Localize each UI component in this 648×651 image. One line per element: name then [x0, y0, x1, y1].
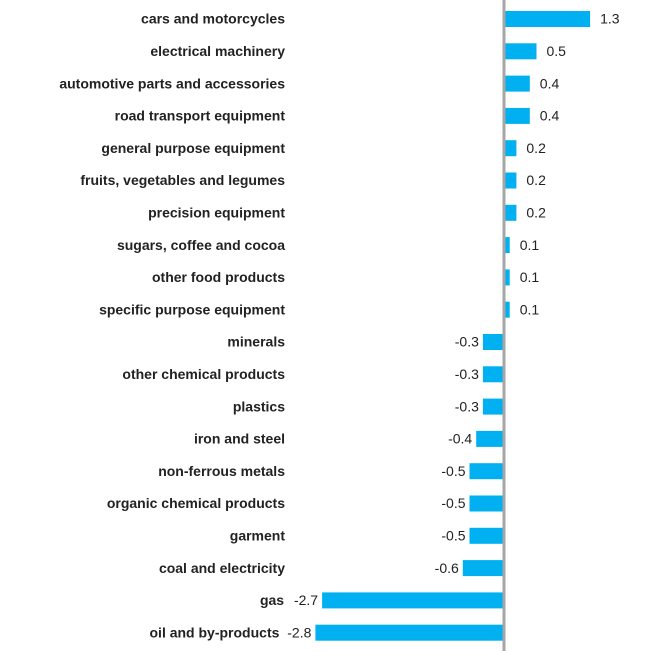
category-label: automotive parts and accessories: [59, 75, 285, 91]
value-label: -2.7: [294, 592, 318, 608]
bar: [469, 527, 503, 544]
value-label: 1.3: [600, 11, 620, 27]
category-label: general purpose equipment: [101, 140, 285, 156]
value-label: 0.1: [520, 237, 540, 253]
bar: [482, 334, 503, 350]
bar: [503, 75, 530, 92]
value-label: -0.4: [448, 431, 472, 447]
value-label: 0.4: [540, 108, 560, 124]
category-label: minerals: [227, 334, 285, 350]
value-label: 0.2: [526, 140, 546, 156]
bar: [322, 592, 503, 609]
category-label: iron and steel: [194, 431, 285, 447]
category-label: coal and electricity: [159, 560, 285, 576]
value-label: 0.2: [526, 205, 546, 221]
category-label: fruits, vegetables and legumes: [80, 172, 285, 188]
value-label: -0.5: [441, 463, 465, 479]
category-label: organic chemical products: [107, 495, 285, 511]
bar: [503, 107, 530, 124]
category-label: electrical machinery: [150, 43, 285, 59]
category-label: cars and motorcycles: [141, 11, 285, 27]
value-label: -0.5: [441, 528, 465, 544]
value-label: -0.3: [455, 398, 479, 414]
category-label: precision equipment: [148, 205, 285, 221]
bar: [503, 237, 510, 254]
category-label: specific purpose equipment: [99, 301, 285, 317]
category-label: other chemical products: [122, 366, 285, 382]
bar: [503, 172, 517, 189]
value-label: -0.3: [455, 334, 479, 350]
bar: [503, 204, 517, 221]
bar: [503, 301, 510, 318]
bar: [503, 11, 591, 27]
value-label: 0.1: [520, 301, 540, 317]
category-label: garment: [230, 528, 286, 544]
bar: [469, 463, 503, 480]
value-label: -0.5: [441, 495, 465, 511]
value-label: 0.1: [520, 269, 540, 285]
category-label: gas: [260, 592, 284, 608]
category-label: sugars, coffee and cocoa: [117, 237, 285, 253]
category-label: plastics: [233, 398, 285, 414]
category-label: non-ferrous metals: [158, 463, 285, 479]
value-label: 0.5: [547, 43, 567, 59]
bar: [482, 366, 503, 383]
bar: [315, 624, 503, 641]
value-label: 0.4: [540, 75, 560, 91]
bar: [482, 398, 503, 415]
value-label: -0.6: [435, 560, 459, 576]
bar: [469, 495, 503, 512]
bar: [503, 43, 537, 60]
bar: [503, 140, 517, 157]
value-label: 0.2: [526, 172, 546, 188]
bar: [503, 269, 510, 286]
value-label: -2.8: [287, 624, 311, 640]
bar: [476, 430, 503, 447]
value-label: -0.3: [455, 366, 479, 382]
category-label: other food products: [152, 269, 285, 285]
category-label: road transport equipment: [115, 108, 286, 124]
bar: [462, 560, 503, 577]
category-label: oil and by-products: [150, 624, 280, 640]
